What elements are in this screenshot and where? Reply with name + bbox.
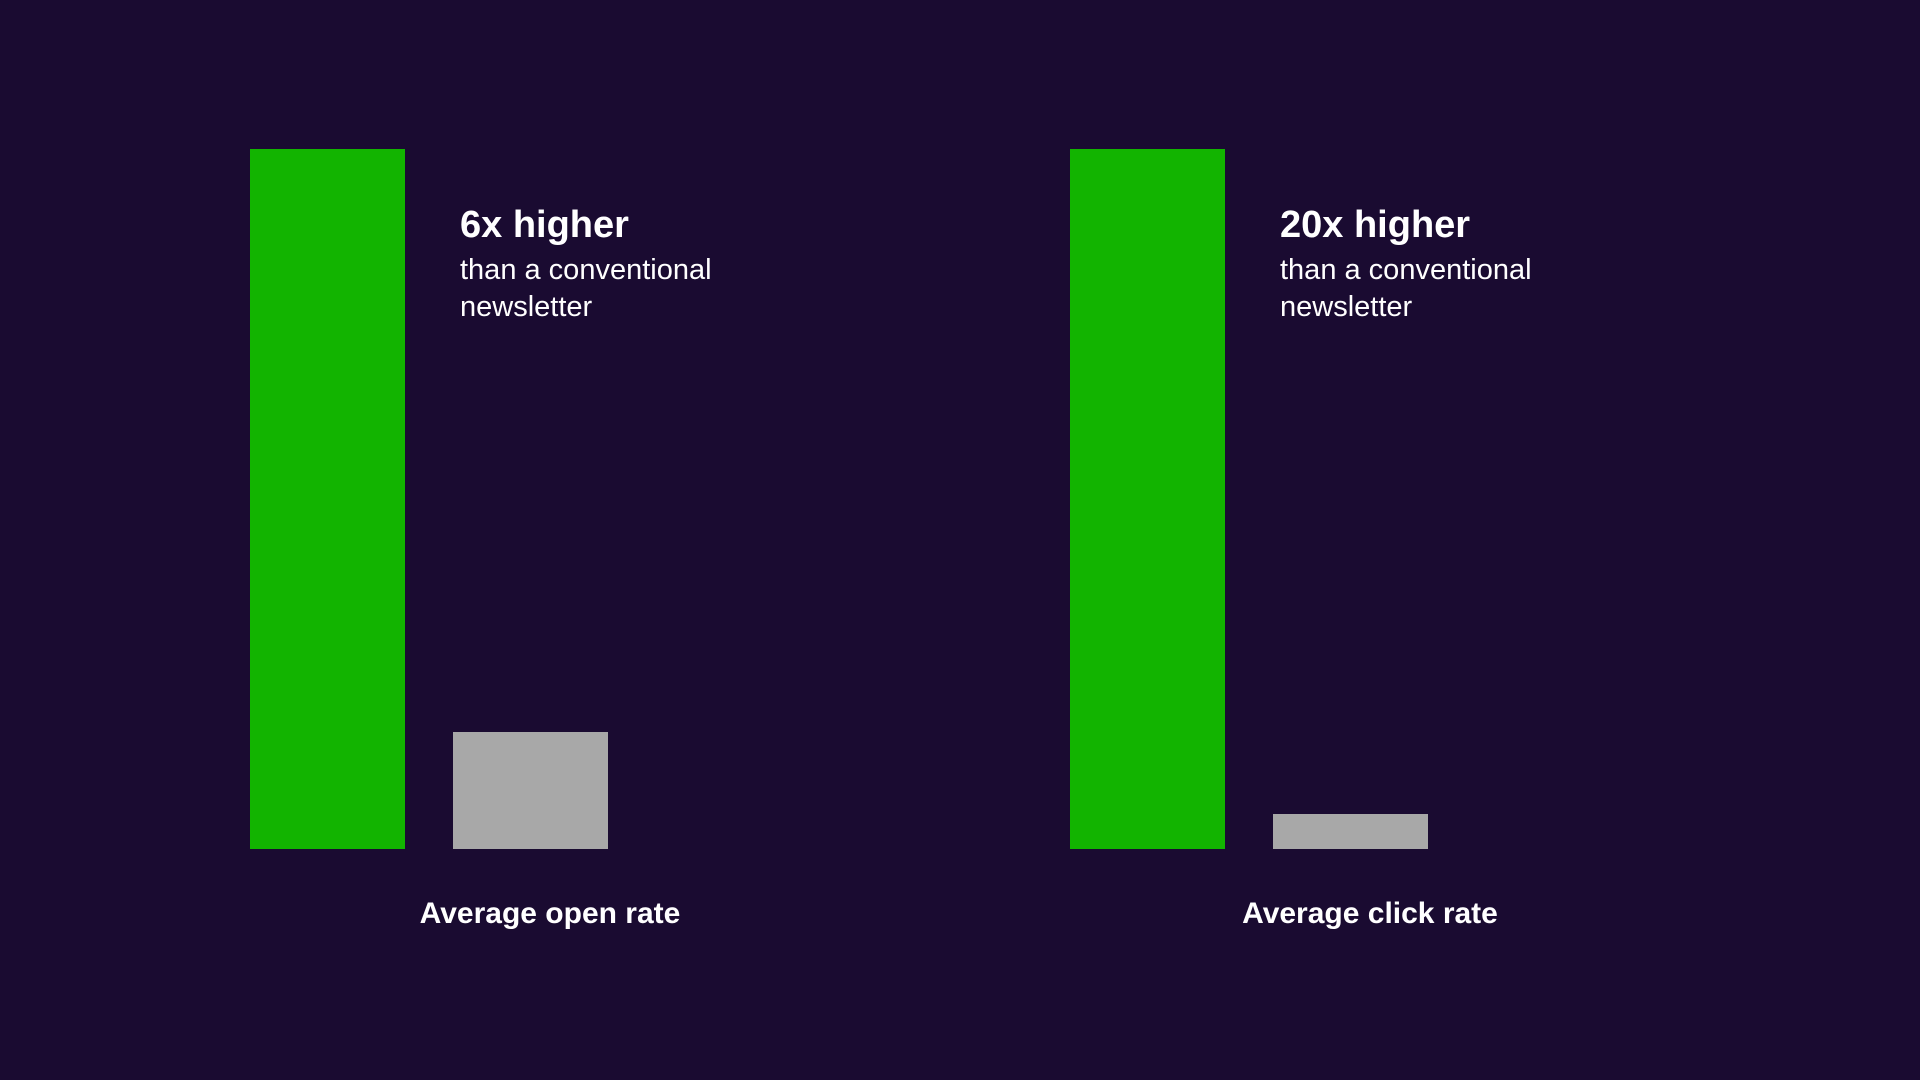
chart-container: 6x higher than a conventional newsletter… <box>0 0 1920 1080</box>
x-axis-label: Average click rate <box>1242 897 1498 931</box>
bar-comparison <box>1273 814 1428 849</box>
subline-text: than a conventional newsletter <box>1280 252 1600 327</box>
chart-annotation: 20x higher than a conventional newslette… <box>1280 204 1600 327</box>
chart-top: 20x higher than a conventional newslette… <box>1070 149 1670 849</box>
subline-text: than a conventional newsletter <box>460 252 780 327</box>
chart-open-rate: 6x higher than a conventional newsletter… <box>250 149 850 931</box>
x-axis-label: Average open rate <box>420 897 681 931</box>
chart-top: 6x higher than a conventional newsletter <box>250 149 850 849</box>
bar-comparison <box>453 732 608 849</box>
bar-primary <box>250 149 405 849</box>
chart-click-rate: 20x higher than a conventional newslette… <box>1070 149 1670 931</box>
headline-text: 20x higher <box>1280 204 1600 248</box>
headline-text: 6x higher <box>460 204 780 248</box>
bar-primary <box>1070 149 1225 849</box>
chart-annotation: 6x higher than a conventional newsletter <box>460 204 780 327</box>
